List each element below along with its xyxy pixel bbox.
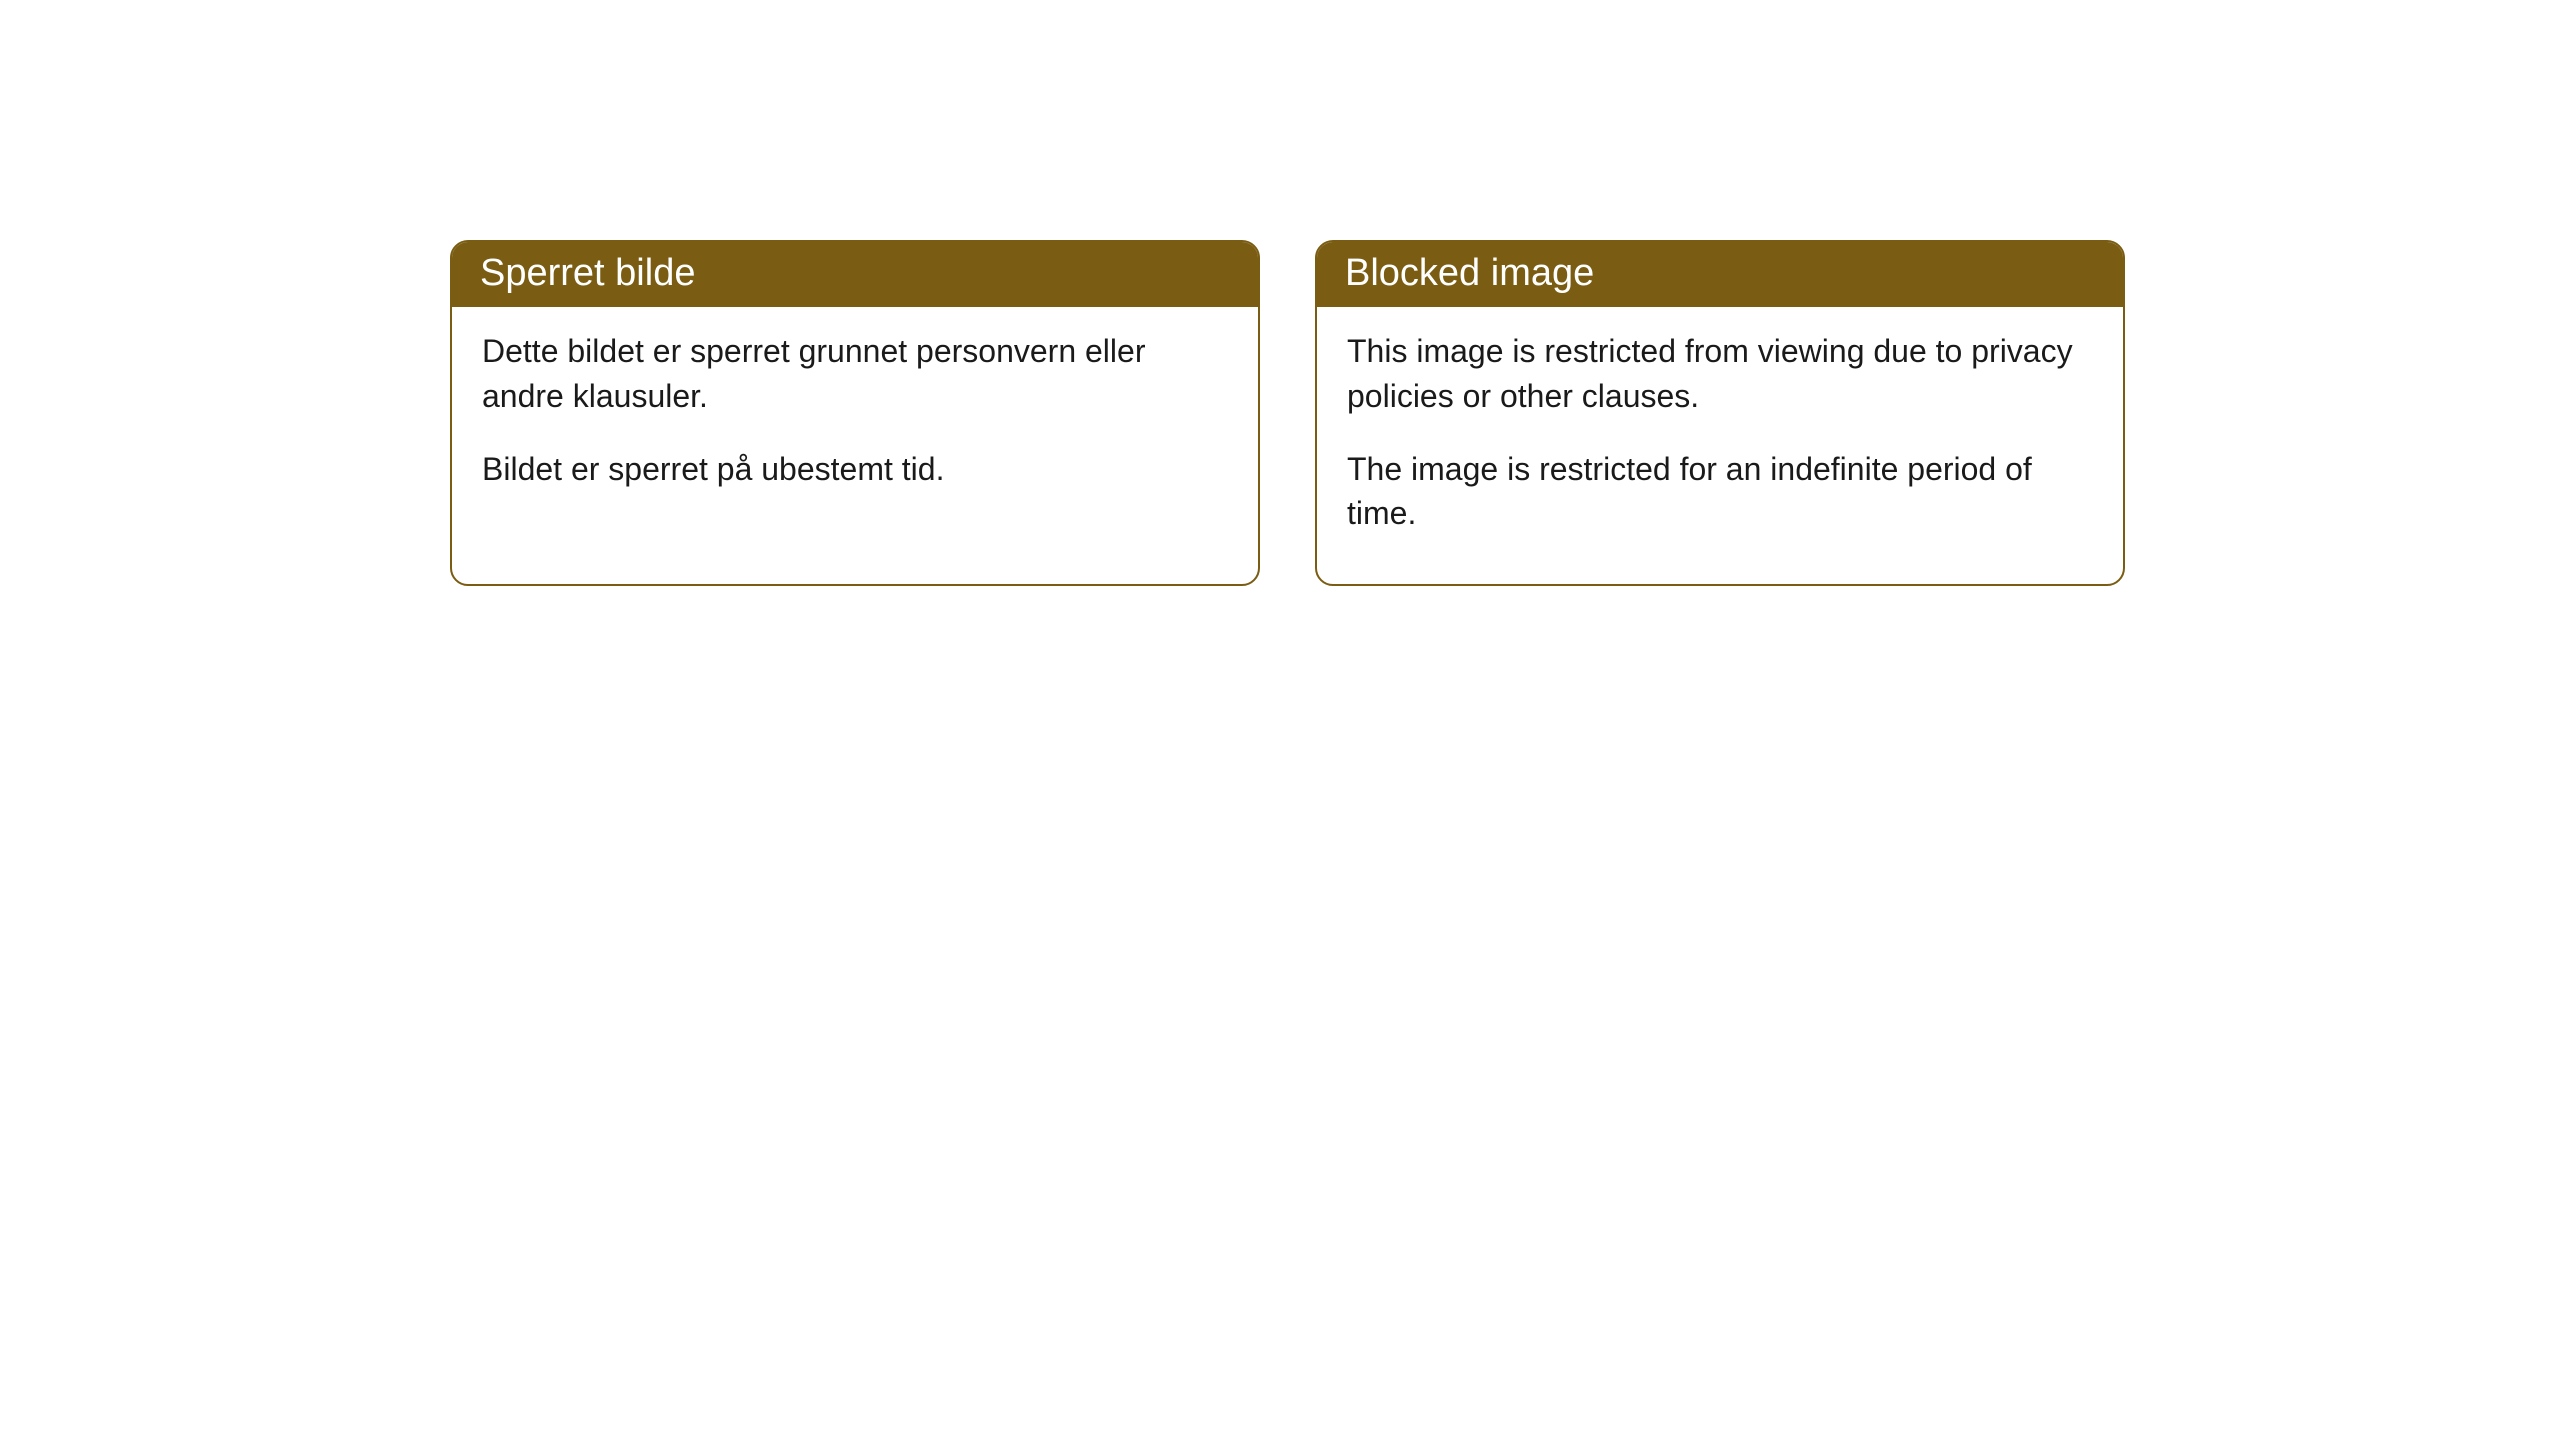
- card-paragraph-2-english: The image is restricted for an indefinit…: [1347, 447, 2093, 537]
- card-paragraph-1-norwegian: Dette bildet er sperret grunnet personve…: [482, 329, 1228, 419]
- card-body-norwegian: Dette bildet er sperret grunnet personve…: [452, 307, 1258, 539]
- blocked-image-card-english: Blocked image This image is restricted f…: [1315, 240, 2125, 586]
- card-paragraph-2-norwegian: Bildet er sperret på ubestemt tid.: [482, 447, 1228, 492]
- card-header-english: Blocked image: [1317, 242, 2123, 307]
- blocked-image-card-norwegian: Sperret bilde Dette bildet er sperret gr…: [450, 240, 1260, 586]
- card-paragraph-1-english: This image is restricted from viewing du…: [1347, 329, 2093, 419]
- card-body-english: This image is restricted from viewing du…: [1317, 307, 2123, 584]
- notice-cards-container: Sperret bilde Dette bildet er sperret gr…: [0, 0, 2560, 586]
- card-header-norwegian: Sperret bilde: [452, 242, 1258, 307]
